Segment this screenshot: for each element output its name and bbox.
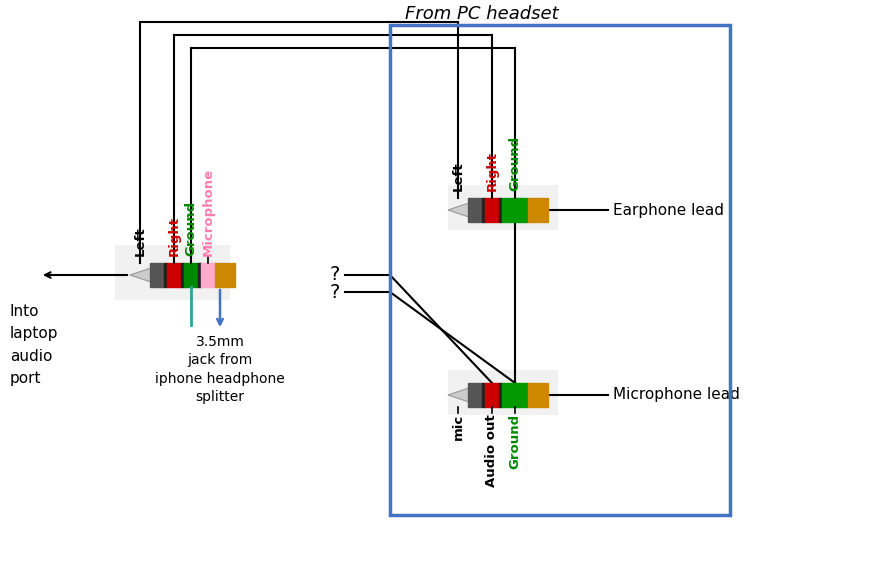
Bar bbox=[181, 263, 184, 287]
Bar bbox=[499, 198, 502, 222]
Text: Right: Right bbox=[486, 151, 499, 191]
Bar bbox=[150, 263, 164, 287]
Bar bbox=[468, 383, 482, 407]
Bar bbox=[115, 245, 230, 300]
Text: Left: Left bbox=[452, 161, 464, 191]
Text: Left: Left bbox=[134, 226, 146, 256]
Bar bbox=[448, 185, 558, 230]
Bar bbox=[502, 383, 528, 407]
Bar bbox=[448, 370, 558, 415]
Bar bbox=[390, 25, 730, 515]
Bar bbox=[198, 263, 201, 287]
Text: From PC headset: From PC headset bbox=[405, 5, 559, 23]
Text: Ground: Ground bbox=[509, 414, 522, 469]
Text: Microphone lead: Microphone lead bbox=[613, 388, 740, 402]
Bar bbox=[201, 263, 215, 287]
Polygon shape bbox=[448, 385, 478, 405]
Text: ?: ? bbox=[330, 283, 340, 302]
Bar bbox=[482, 383, 485, 407]
Bar bbox=[528, 198, 548, 222]
Polygon shape bbox=[448, 200, 478, 220]
Bar bbox=[184, 263, 198, 287]
Text: Into
laptop
audio
port: Into laptop audio port bbox=[10, 304, 58, 386]
Bar bbox=[164, 263, 167, 287]
Text: Audio out: Audio out bbox=[486, 414, 499, 487]
Bar bbox=[485, 383, 499, 407]
Text: 3.5mm
jack from
iphone headphone
splitter: 3.5mm jack from iphone headphone splitte… bbox=[155, 335, 285, 404]
Text: Right: Right bbox=[167, 216, 181, 256]
Text: ?: ? bbox=[330, 266, 340, 284]
Text: Earphone lead: Earphone lead bbox=[613, 202, 724, 218]
Polygon shape bbox=[130, 265, 160, 285]
Text: Microphone: Microphone bbox=[201, 168, 214, 256]
Text: mic: mic bbox=[452, 414, 464, 440]
Bar bbox=[167, 263, 181, 287]
Bar bbox=[485, 198, 499, 222]
Bar bbox=[482, 198, 485, 222]
Bar bbox=[528, 383, 548, 407]
Bar bbox=[499, 383, 502, 407]
Bar bbox=[215, 263, 235, 287]
Text: Ground: Ground bbox=[184, 201, 198, 256]
Text: Ground: Ground bbox=[509, 136, 522, 191]
Bar bbox=[502, 198, 528, 222]
Bar bbox=[468, 198, 482, 222]
